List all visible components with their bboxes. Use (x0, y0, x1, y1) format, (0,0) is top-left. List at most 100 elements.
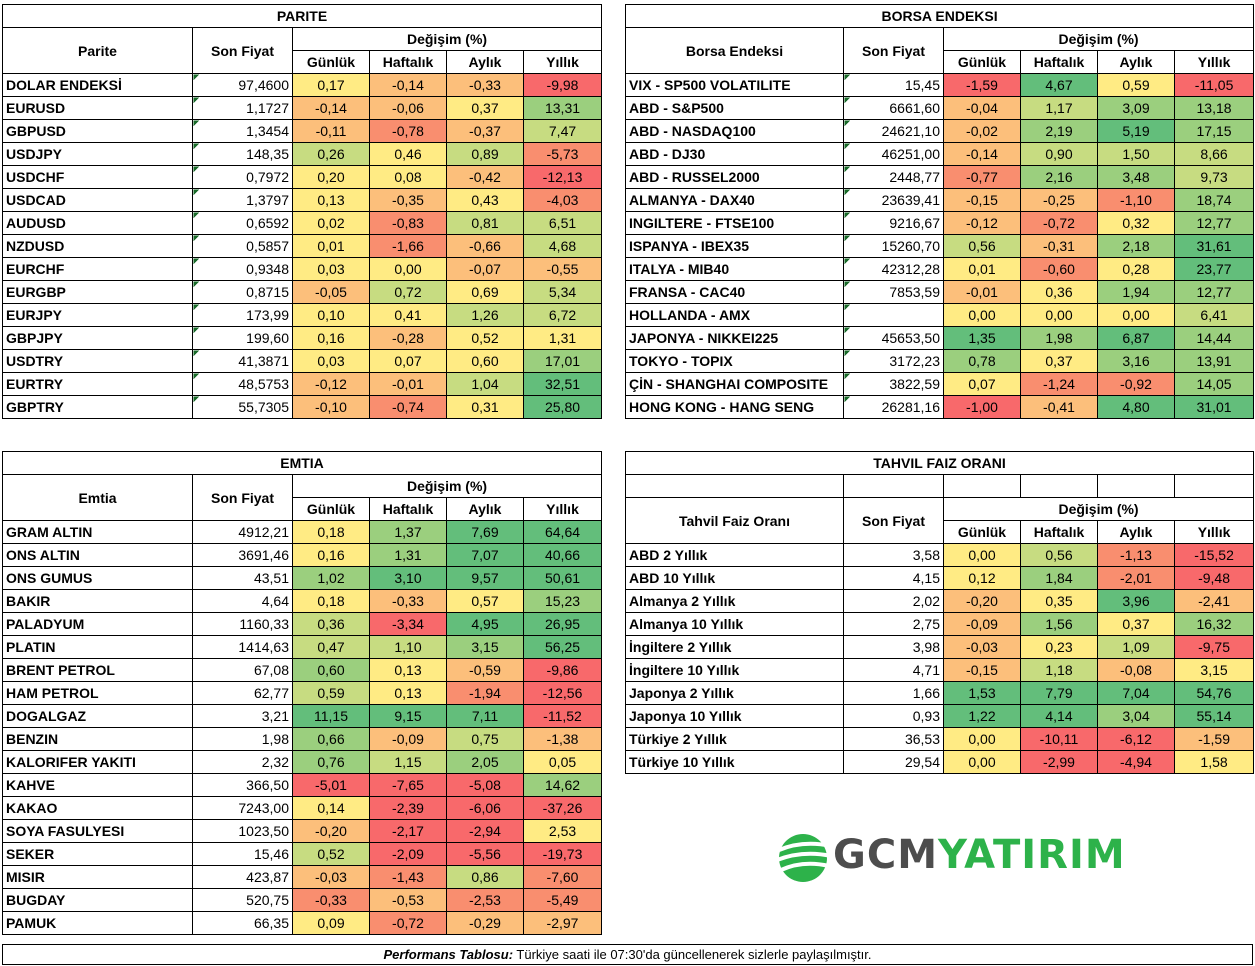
borsa-change-d-cell: 0,78 (943, 349, 1021, 373)
tahvil-name-cell: İngiltere 10 Yıllık (625, 658, 844, 682)
tahvil-change-w-cell: -2,99 (1020, 750, 1098, 774)
emtia-price-cell: 4,64 (192, 589, 293, 613)
emtia-change-y-cell: -7,60 (522, 865, 603, 889)
parite-change-y-cell: 5,34 (522, 280, 603, 304)
emtia-price-cell: 3,21 (192, 704, 293, 728)
borsa-change-w-cell: 1,17 (1020, 96, 1098, 120)
parite-change-m-cell: 1,26 (446, 303, 524, 327)
emtia-change-m-cell: -6,06 (446, 796, 524, 820)
emtia-title: EMTIA (1, 451, 603, 475)
parite-change-w-cell: -0,28 (369, 326, 447, 350)
parite-change-m-cell: -0,33 (446, 73, 524, 97)
emtia-change-d-cell: 0,60 (292, 658, 370, 682)
emtia-change-m-cell: -5,08 (446, 773, 524, 797)
tahvil-change-m-cell: 3,04 (1097, 704, 1175, 728)
emtia-change-d-cell: 0,47 (292, 635, 370, 659)
emtia-change-y-cell: 50,61 (522, 566, 603, 590)
tahvil-row: ABD 10 Yıllık 4,15 0,12 1,84 -2,01 -9,48 (625, 566, 1255, 590)
parite-name-cell: NZDUSD (2, 234, 193, 258)
tahvil-price-cell: 1,66 (843, 681, 944, 705)
borsa-col-monthly: Aylık (1097, 50, 1175, 74)
emtia-change-w-cell: -1,43 (369, 865, 447, 889)
borsa-change-y-cell: 12,77 (1173, 280, 1255, 304)
emtia-panel: EMTIA Emtia Son Fiyat Değişim (%) Günlük… (1, 451, 603, 935)
parite-name-cell: GBPJPY (2, 326, 193, 350)
tahvil-name-cell: ABD 2 Yıllık (625, 543, 844, 567)
emtia-name-cell: PLATIN (2, 635, 193, 659)
borsa-change-y-cell: 9,73 (1173, 165, 1255, 189)
parite-change-d-cell: 0,01 (292, 234, 370, 258)
emtia-change-y-cell: 15,23 (522, 589, 603, 613)
borsa-name-cell: FRANSA - CAC40 (625, 280, 844, 304)
parite-change-y-cell: 4,68 (522, 234, 603, 258)
emtia-change-w-cell: -7,65 (369, 773, 447, 797)
parite-change-d-cell: 0,20 (292, 165, 370, 189)
emtia-change-m-cell: 0,86 (446, 865, 524, 889)
emtia-change-m-cell: 0,75 (446, 727, 524, 751)
parite-change-m-cell: 0,60 (446, 349, 524, 373)
parite-price-cell: 0,6592 (192, 211, 293, 235)
tahvil-change-w-cell: 0,23 (1020, 635, 1098, 659)
parite-change-y-cell: -4,03 (522, 188, 603, 212)
parite-change-w-cell: -0,06 (369, 96, 447, 120)
borsa-row: VIX - SP500 VOLATILITE 15,45 -1,59 4,67 0,59… (625, 73, 1255, 97)
emtia-change-y-cell: 40,66 (522, 543, 603, 567)
parite-name-cell: EURGBP (2, 280, 193, 304)
parite-change-m-cell: 1,04 (446, 372, 524, 396)
emtia-price-cell: 1023,50 (192, 819, 293, 843)
emtia-change-m-cell: 3,15 (446, 635, 524, 659)
emtia-price-cell: 4912,21 (192, 520, 293, 544)
parite-change-y-cell: 13,31 (522, 96, 603, 120)
emtia-name-cell: DOGALGAZ (2, 704, 193, 728)
emtia-name-cell: PALADYUM (2, 612, 193, 636)
borsa-row: ABD - DJ30 46251,00 -0,14 0,90 1,50 8,66 (625, 142, 1255, 166)
parite-change-d-cell: 0,13 (292, 188, 370, 212)
borsa-table: BORSA ENDEKSI Borsa Endeksi Son Fiyat De… (624, 4, 1255, 419)
tahvil-col-yearly: Yıllık (1173, 520, 1255, 544)
logo-text: GCMYATIRIM (833, 832, 1126, 878)
emtia-name-cell: SOYA FASULYESI (2, 819, 193, 843)
borsa-price-cell: 26281,16 (843, 395, 944, 419)
emtia-name-cell: ONS GUMUS (2, 566, 193, 590)
parite-change-d-cell: 0,03 (292, 349, 370, 373)
borsa-change-w-cell: -1,24 (1020, 372, 1098, 396)
parite-change-m-cell: -0,66 (446, 234, 524, 258)
emtia-change-y-cell: 64,64 (522, 520, 603, 544)
tahvil-change-w-cell: 1,18 (1020, 658, 1098, 682)
tahvil-change-d-cell: 0,00 (943, 727, 1021, 751)
parite-row: EURCHF 0,9348 0,03 0,00 -0,07 -0,55 (2, 257, 603, 281)
parite-col-change: Değişim (%) (291, 27, 603, 51)
borsa-row: TOKYO - TOPIX 3172,23 0,78 0,37 3,16 13,91 (625, 349, 1255, 373)
emtia-change-w-cell: -2,39 (369, 796, 447, 820)
emtia-change-m-cell: -0,29 (446, 911, 524, 935)
tahvil-change-y-cell: -2,41 (1173, 589, 1255, 613)
parite-change-w-cell: -0,74 (369, 395, 447, 419)
borsa-name-cell: VIX - SP500 VOLATILITE (625, 73, 844, 97)
borsa-name-cell: ABD - NASDAQ100 (625, 119, 844, 143)
emtia-col-daily: Günlük (292, 497, 370, 521)
footer-bold: Performans Tablosu: (383, 947, 514, 962)
parite-col-price: Son Fiyat (192, 27, 293, 74)
tahvil-change-d-cell: -0,20 (943, 589, 1021, 613)
parite-name-cell: USDTRY (2, 349, 193, 373)
parite-price-cell: 41,3871 (192, 349, 293, 373)
globe-swoosh-icon (776, 834, 832, 882)
tahvil-change-w-cell: 0,35 (1020, 589, 1098, 613)
parite-change-m-cell: 0,52 (446, 326, 524, 350)
borsa-price-cell: 15260,70 (843, 234, 944, 258)
parite-change-d-cell: 0,02 (292, 211, 370, 235)
emtia-change-y-cell: 14,62 (522, 773, 603, 797)
borsa-change-w-cell: 0,00 (1020, 303, 1098, 327)
parite-body: DOLAR ENDEKSİ 97,4600 0,17 -0,14 -0,33 -9,98 E… (2, 73, 603, 419)
borsa-price-cell: 3172,23 (843, 349, 944, 373)
emtia-change-w-cell: -0,33 (369, 589, 447, 613)
tahvil-change-m-cell: 3,96 (1097, 589, 1175, 613)
borsa-change-m-cell: 3,16 (1097, 349, 1175, 373)
emtia-col-weekly: Haftalık (369, 497, 447, 521)
parite-change-y-cell: 7,47 (522, 119, 603, 143)
emtia-row: SOYA FASULYESI 1023,50 -0,20 -2,17 -2,94 2,53 (2, 819, 603, 843)
borsa-change-w-cell: -0,41 (1020, 395, 1098, 419)
emtia-table: EMTIA Emtia Son Fiyat Değişim (%) Günlük… (1, 451, 603, 935)
borsa-change-m-cell: 0,32 (1097, 211, 1175, 235)
emtia-change-m-cell: 7,11 (446, 704, 524, 728)
